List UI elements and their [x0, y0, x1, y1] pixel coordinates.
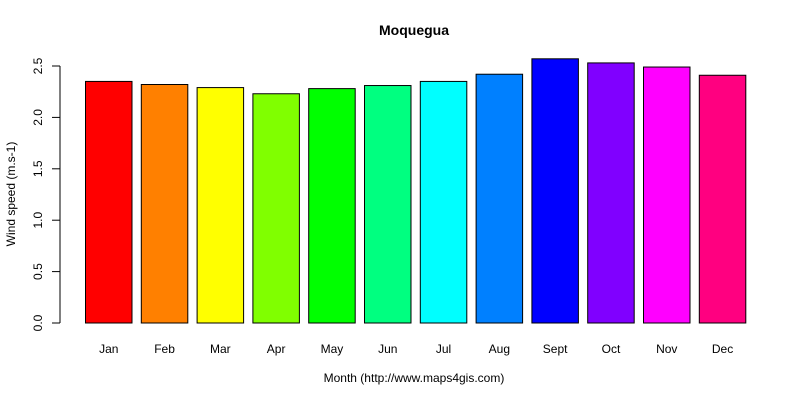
bar-jul	[419, 80, 468, 324]
x-tick-label: Jan	[99, 342, 118, 356]
bar-may	[308, 88, 356, 324]
y-tick-label: 1.0	[31, 212, 45, 229]
x-tick-label: Oct	[602, 342, 621, 356]
chart-title: Moquegua	[379, 22, 449, 38]
x-tick-label: Jun	[378, 342, 397, 356]
x-tick-label: Feb	[154, 342, 175, 356]
x-tick-label: Mar	[210, 342, 231, 356]
y-tick-label: 2.0	[31, 109, 45, 126]
bar-aug	[475, 73, 524, 324]
bar-jan	[85, 80, 133, 324]
bar-sept	[531, 58, 579, 324]
x-tick-label: Aug	[489, 342, 510, 356]
x-tick-label: Dec	[712, 342, 733, 356]
x-tick-label: Jul	[436, 342, 451, 356]
bar-oct	[587, 62, 635, 324]
x-tick-label: May	[321, 342, 344, 356]
y-tick-label: 1.5	[31, 160, 45, 177]
bar-jun	[364, 85, 412, 324]
y-tick-label: 2.5	[31, 57, 45, 74]
x-tick-label: Nov	[656, 342, 677, 356]
x-axis-label: Month (http://www.maps4gis.com)	[323, 371, 505, 385]
y-tick-label: 0.5	[31, 263, 45, 280]
bar-feb	[140, 84, 189, 324]
bar-dec	[698, 74, 747, 324]
x-tick-label: Apr	[267, 342, 286, 356]
y-tick-label: 0.0	[31, 314, 45, 331]
bar-mar	[196, 87, 245, 324]
bar-nov	[643, 66, 691, 324]
x-tick-label: Sept	[543, 342, 568, 356]
bar-apr	[252, 93, 300, 324]
